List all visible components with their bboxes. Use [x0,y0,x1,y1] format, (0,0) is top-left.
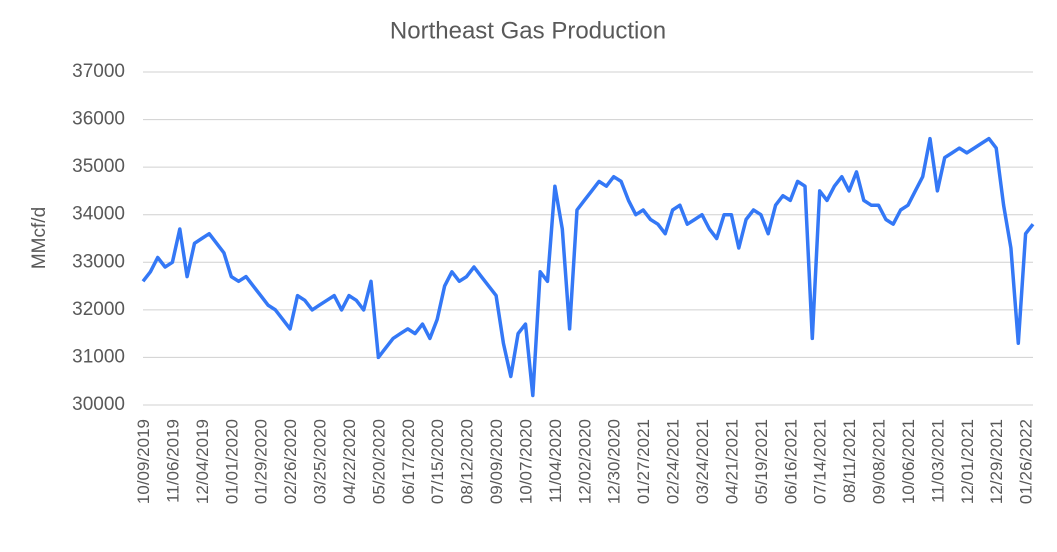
x-tick-label: 03/24/2021 [693,419,712,504]
x-tick-label: 12/29/2021 [987,419,1006,504]
x-tick-label: 12/04/2019 [193,419,212,504]
x-tick-label: 01/26/2022 [1017,419,1036,504]
x-tick-label: 02/24/2021 [664,419,683,504]
x-tick-label: 12/30/2020 [605,419,624,504]
x-tick-label: 07/15/2020 [428,419,447,504]
x-tick-label: 05/19/2021 [752,419,771,504]
x-tick-label: 08/11/2021 [840,419,859,503]
x-tick-label: 06/17/2020 [399,419,418,504]
x-tick-label: 11/06/2019 [163,419,182,503]
x-tick-label: 04/21/2021 [722,419,741,504]
y-tick-label: 32000 [72,299,125,320]
y-tick-label: 34000 [72,204,125,225]
x-tick-label: 05/20/2020 [369,419,388,504]
chart-title: Northeast Gas Production [390,17,666,44]
series-line [141,136,1035,398]
y-tick-label: 36000 [72,109,125,130]
x-tick-label: 11/03/2021 [928,419,947,503]
x-tick-label: 12/02/2020 [575,419,594,504]
y-axis-label: MMcf/d [29,207,50,269]
x-tick-label: 09/08/2021 [870,419,889,504]
x-tick-label: 10/09/2019 [134,419,153,504]
x-tick-label: 06/16/2021 [781,419,800,504]
y-tick-label: 33000 [72,251,125,272]
x-tick-label: 01/29/2020 [252,419,271,504]
x-tick-label: 07/14/2021 [811,419,830,504]
y-tick-label: 30000 [72,394,125,415]
x-tick-label: 04/22/2020 [340,419,359,504]
x-tick-label: 03/25/2020 [311,419,330,504]
x-tick-label: 11/04/2020 [546,419,565,503]
x-tick-label: 08/12/2020 [458,419,477,504]
y-tick-label: 31000 [72,346,125,367]
x-tick-label: 10/07/2020 [516,419,535,504]
y-tick-label: 35000 [72,156,125,177]
y-tick-label: 37000 [72,61,125,82]
x-tick-label: 10/06/2021 [899,419,918,504]
x-tick-label: 12/01/2021 [958,419,977,504]
x-tick-label: 09/09/2020 [487,419,506,504]
x-tick-label: 01/01/2020 [222,419,241,504]
x-tick-label: 02/26/2020 [281,419,300,504]
x-tick-label: 01/27/2021 [634,419,653,504]
